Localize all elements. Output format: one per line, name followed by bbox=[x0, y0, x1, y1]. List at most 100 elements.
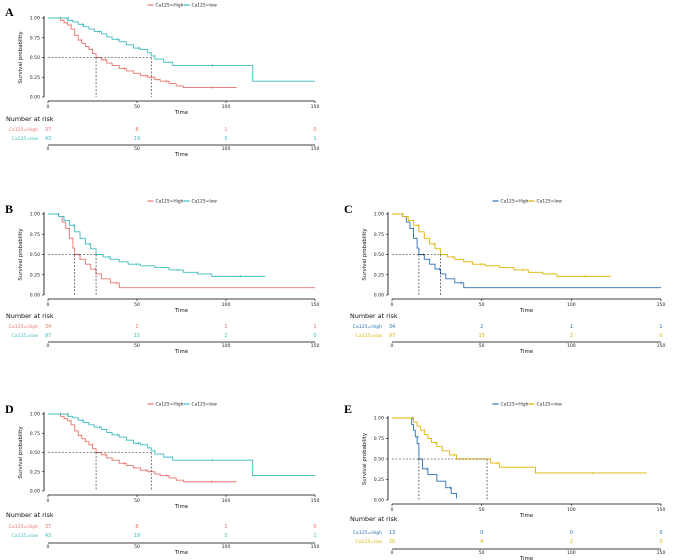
risk-x-axis-label: Time bbox=[174, 349, 189, 355]
panel-d: D Ca125=High Ca125=low 0.00 0.25 0.50 0.75 1.00… bbox=[5, 402, 319, 556]
risk-x-tick-label: 0 bbox=[47, 146, 50, 152]
legend-entry: Ca125=High bbox=[156, 3, 184, 9]
risk-count: 97 bbox=[389, 333, 395, 339]
x-tick-label: 0 bbox=[47, 104, 50, 110]
panel-a: A Ca125=High Ca125=low 0.00 0.25 0.50 0.75 1.00… bbox=[5, 3, 319, 158]
x-tick-label: 0 bbox=[47, 302, 50, 308]
y-tick-label: 1.00 bbox=[374, 416, 384, 422]
legend-entry: Ca125=low bbox=[192, 402, 218, 408]
legend-entry: Ca125=High bbox=[156, 402, 184, 408]
risk-count: 8 bbox=[135, 524, 138, 530]
risk-count: 34 bbox=[389, 324, 395, 330]
risk-row-label: Ca125=High bbox=[9, 127, 38, 133]
panel-label: C bbox=[344, 202, 353, 216]
risk-x-tick-label: 0 bbox=[47, 544, 50, 550]
y-axis-label: Survival probability bbox=[18, 31, 24, 84]
risk-row-label: Ca125=low bbox=[356, 539, 383, 545]
risk-count: 13 bbox=[389, 530, 395, 536]
risk-x-tick-label: 150 bbox=[311, 544, 320, 550]
risk-count: 15 bbox=[478, 333, 484, 339]
risk-x-tick-label: 0 bbox=[47, 343, 50, 349]
risk-x-tick-label: 150 bbox=[311, 146, 320, 152]
risk-count: 19 bbox=[134, 136, 140, 142]
x-tick-label: 100 bbox=[567, 302, 576, 308]
risk-count: 1 bbox=[224, 324, 227, 330]
y-tick-label: 0.75 bbox=[30, 35, 40, 41]
legend: Ca125=High Ca125=low bbox=[147, 402, 218, 408]
legend-entry: Ca125=low bbox=[537, 199, 563, 205]
risk-count: 37 bbox=[45, 524, 51, 530]
x-tick-label: 0 bbox=[47, 498, 50, 504]
risk-x-tick-label: 50 bbox=[479, 343, 485, 349]
risk-count: 2 bbox=[480, 324, 483, 330]
risk-count: 97 bbox=[45, 333, 51, 339]
risk-x-tick-label: 150 bbox=[311, 343, 320, 349]
legend-entry: Ca125=low bbox=[537, 402, 563, 408]
risk-table-title: Number at risk bbox=[6, 115, 54, 123]
legend-entry: Ca125=High bbox=[501, 199, 529, 205]
survival-curve-high bbox=[48, 213, 315, 289]
risk-count: 1 bbox=[313, 324, 316, 330]
x-axis-label: Time bbox=[519, 308, 534, 314]
legend: Ca125=High Ca125=low bbox=[147, 3, 218, 9]
risk-x-axis-label: Time bbox=[174, 152, 189, 158]
risk-row-label: Ca125=low bbox=[12, 333, 39, 339]
y-tick-label: 0.50 bbox=[30, 252, 40, 258]
risk-count: 1 bbox=[659, 324, 662, 330]
risk-row-label: Ca125=High bbox=[9, 524, 38, 530]
y-axis-label: Survival probability bbox=[362, 228, 368, 281]
y-axis-label: Survival probability bbox=[18, 228, 24, 281]
y-tick-label: 1.00 bbox=[374, 212, 384, 218]
risk-count: 43 bbox=[45, 533, 51, 539]
risk-x-tick-label: 150 bbox=[657, 550, 666, 556]
y-tick-label: 0.75 bbox=[30, 232, 40, 238]
legend: Ca125=High Ca125=low bbox=[147, 199, 217, 205]
legend: Ca125=High Ca125=low bbox=[492, 402, 563, 408]
risk-count: 0 bbox=[480, 530, 483, 536]
panel-e: E Ca125=High Ca125=low 0.00 0.25 0.50 0.75 1.00… bbox=[344, 402, 665, 560]
risk-count: 1 bbox=[313, 533, 316, 539]
survival-curve-low bbox=[392, 213, 611, 277]
x-tick-label: 100 bbox=[222, 302, 231, 308]
x-tick-label: 50 bbox=[479, 507, 485, 513]
risk-count: 0 bbox=[570, 530, 573, 536]
y-tick-label: 0.00 bbox=[374, 293, 384, 299]
survival-curve-high bbox=[392, 213, 661, 289]
y-tick-label: 0.75 bbox=[374, 436, 384, 442]
risk-x-tick-label: 150 bbox=[657, 343, 666, 349]
risk-count: 0 bbox=[659, 333, 662, 339]
risk-x-axis-label: Time bbox=[519, 349, 534, 355]
x-tick-label: 50 bbox=[479, 302, 485, 308]
risk-count: 15 bbox=[134, 333, 140, 339]
risk-count: 0 bbox=[313, 524, 316, 530]
y-axis-label: Survival probability bbox=[362, 432, 368, 485]
y-tick-label: 0.00 bbox=[30, 489, 40, 495]
risk-count: 1 bbox=[570, 324, 573, 330]
risk-count: 0 bbox=[313, 127, 316, 133]
risk-count: 1 bbox=[224, 524, 227, 530]
y-tick-label: 0.75 bbox=[374, 232, 384, 238]
x-axis-label: Time bbox=[174, 110, 189, 116]
panel-c: C Ca125=High Ca125=low 0.00 0.25 0.50 0.75 1.00… bbox=[344, 199, 665, 355]
risk-row-label: Ca125=low bbox=[12, 136, 39, 142]
panel-b: B Ca125=High Ca125=low 0.00 0.25 0.50 0.75 1.00… bbox=[5, 199, 319, 355]
y-tick-label: 1.00 bbox=[30, 212, 40, 218]
y-tick-label: 1.00 bbox=[30, 412, 40, 418]
legend: Ca125=High Ca125=low bbox=[492, 199, 563, 205]
risk-count: 4 bbox=[480, 539, 483, 545]
y-tick-label: 0.00 bbox=[30, 95, 40, 101]
risk-count: 2 bbox=[224, 333, 227, 339]
x-tick-label: 100 bbox=[222, 104, 231, 110]
risk-x-tick-label: 0 bbox=[391, 343, 394, 349]
y-tick-label: 0.50 bbox=[30, 450, 40, 456]
risk-x-tick-label: 50 bbox=[134, 544, 140, 550]
risk-count: 0 bbox=[313, 333, 316, 339]
x-tick-label: 150 bbox=[657, 302, 666, 308]
x-tick-label: 150 bbox=[657, 507, 666, 513]
panel-label: D bbox=[5, 402, 14, 416]
risk-count: 0 bbox=[659, 539, 662, 545]
y-tick-label: 0.50 bbox=[30, 55, 40, 61]
legend-entry: Ca125=low bbox=[192, 3, 218, 9]
y-tick-label: 0.25 bbox=[30, 469, 40, 475]
